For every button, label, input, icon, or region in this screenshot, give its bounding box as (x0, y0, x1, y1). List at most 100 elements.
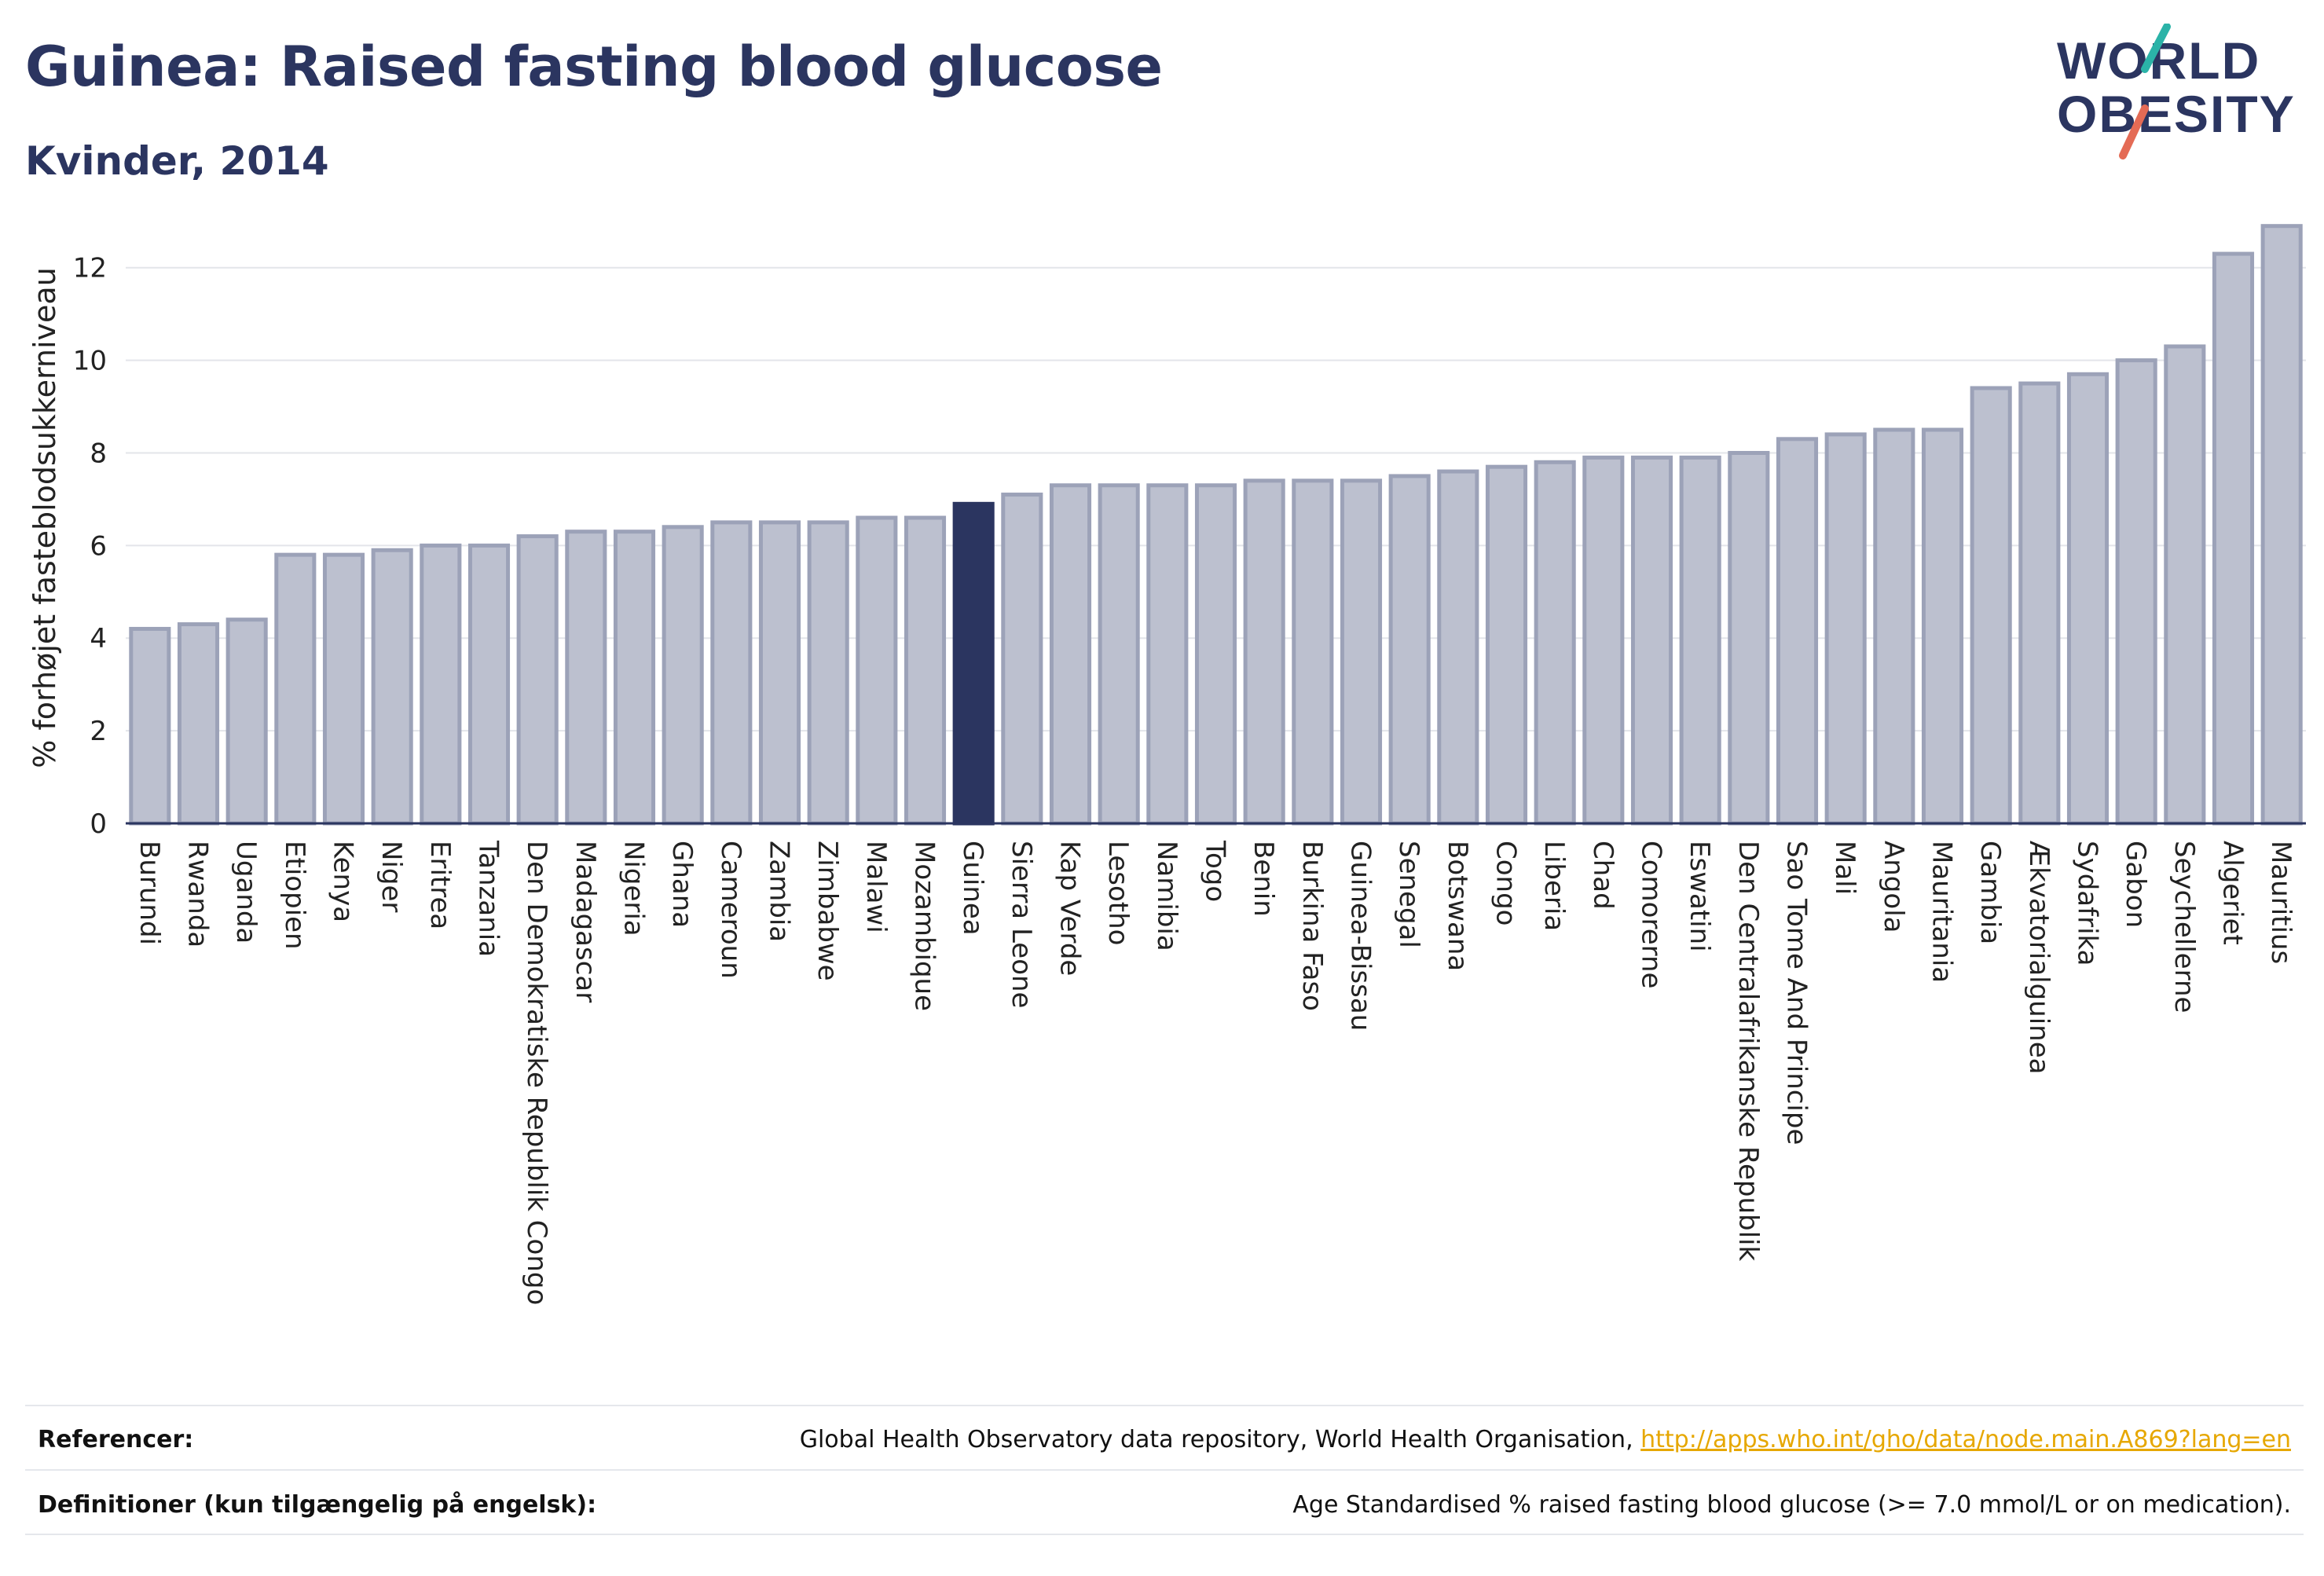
x-tick-label: Angola (1878, 841, 1909, 933)
bar (565, 530, 607, 826)
x-tick-label: Mauritius (2265, 841, 2297, 964)
bar (274, 552, 317, 826)
bar (2212, 251, 2255, 826)
x-tick-label: Mali (1829, 841, 1860, 895)
logo-slash-red (2119, 104, 2149, 159)
x-tick-label: Liberia (1538, 841, 1570, 931)
bar (807, 520, 849, 826)
footer-divider-middle (25, 1469, 2304, 1471)
references-source: Global Health Observatory data repositor… (799, 1426, 1641, 1453)
references-label: Referencer: (38, 1426, 194, 1453)
bar (710, 520, 753, 826)
x-tick-label: Gabon (2120, 841, 2151, 928)
bar (1630, 455, 1673, 826)
bar (1921, 427, 1964, 826)
y-tick-label: 2 (90, 716, 107, 747)
references-text: Global Health Observatory data repositor… (800, 1426, 2291, 1453)
bar (2066, 372, 2110, 826)
x-tick-label: Uganda (230, 841, 262, 944)
bar (1776, 437, 1819, 826)
bar (225, 618, 268, 826)
x-tick-label: Eswatini (1684, 841, 1715, 952)
bar (1728, 450, 1770, 826)
y-tick-label: 4 (90, 623, 107, 654)
bar (1049, 483, 1092, 826)
x-tick-label: Niger (376, 841, 407, 912)
y-axis-label: % forhøjet fasteblodsukkerniveau (27, 267, 62, 768)
y-tick-label: 8 (90, 438, 107, 469)
bar (2164, 344, 2206, 826)
x-tick-label: Ghana (666, 841, 698, 928)
x-tick-label: Sydafrika (2072, 841, 2103, 966)
bar-highlight (952, 501, 995, 826)
bar (420, 543, 462, 826)
x-tick-label: Guinea (957, 841, 988, 936)
bar (1970, 386, 2012, 826)
bar (1340, 478, 1383, 826)
x-tick-label: Den Centralafrikanske Republik (1732, 841, 1764, 1261)
chart-subtitle: Kvinder, 2014 (25, 138, 329, 184)
x-tick-label: Mauritania (1926, 841, 1958, 983)
bar (1437, 469, 1479, 826)
references-link[interactable]: http://apps.who.int/gho/data/node.main.A… (1640, 1426, 2291, 1453)
footer-divider-bottom (25, 1534, 2304, 1535)
x-tick-label: Rwanda (182, 841, 214, 947)
x-tick-label: Nigeria (618, 841, 650, 936)
x-tick-label: Togo (1200, 840, 1231, 902)
bar (371, 548, 413, 826)
bar (1001, 493, 1043, 826)
x-tick-label: Den Demokratiske Republik Congo (521, 841, 552, 1305)
x-tick-label: Seychellerne (2168, 841, 2200, 1013)
x-tick-label: Cameroun (715, 841, 746, 979)
bar (1388, 474, 1431, 826)
x-tick-label: Tanzania (473, 840, 504, 957)
bar (129, 626, 171, 826)
x-tick-label: Burundi (134, 841, 165, 945)
chart-title: Guinea: Raised fasting blood glucose (25, 35, 1163, 99)
bar (2018, 381, 2061, 826)
y-tick-label: 12 (73, 253, 107, 284)
definitions-text: Age Standardised % raised fasting blood … (1292, 1491, 2291, 1519)
footer-divider-top (25, 1405, 2304, 1406)
y-tick-label: 10 (73, 346, 107, 377)
x-tick-label: Ækvatorialguinea (2023, 841, 2055, 1074)
bar (613, 530, 656, 826)
bar (1485, 464, 1528, 826)
x-tick-label: Chad (1587, 841, 1618, 910)
x-tick-label: Mozambique (909, 841, 940, 1011)
logo-line2: OBESITY (2057, 85, 2296, 143)
bar (856, 515, 898, 826)
bar (1534, 460, 1576, 826)
bar (1582, 455, 1625, 826)
logo-slash-teal (2141, 24, 2171, 73)
bar (516, 534, 559, 826)
bar (1679, 455, 1721, 826)
x-tick-label: Gambia (1974, 841, 2006, 944)
y-tick-label: 0 (90, 808, 107, 840)
bar (1824, 432, 1867, 826)
bar (2260, 224, 2303, 826)
x-tick-label: Sao Tome And Principe (1781, 841, 1813, 1145)
bar (1292, 478, 1334, 826)
x-tick-label: Benin (1248, 841, 1279, 917)
x-tick-label: Senegal (1393, 841, 1424, 948)
bar (904, 515, 947, 826)
bar-chart: 0 2 4 6 8 10 12 % forhøjet fasteblodsukkernivea… (27, 224, 2306, 1305)
y-tick-label: 6 (90, 530, 107, 562)
x-tick-label: Kap Verde (1054, 841, 1086, 976)
bar (467, 543, 511, 826)
definitions-label: Definitioner (kun tilgængelig på engelsk… (38, 1491, 597, 1519)
x-tick-label: Eritrea (424, 841, 456, 929)
x-tick-label: Lesotho (1102, 841, 1134, 945)
bar (1146, 483, 1189, 826)
x-tick-label: Zimbabwe (812, 841, 843, 981)
x-tick-label: Malawi (860, 841, 892, 933)
x-tick-label: Algeriet (2217, 841, 2249, 945)
x-tick-label: Burkina Faso (1296, 841, 1328, 1011)
bar (1243, 478, 1285, 826)
bar (177, 622, 220, 826)
x-tick-label: Madagascar (570, 841, 601, 1002)
x-tick-label: Comorerne (1636, 841, 1667, 988)
x-tick-label: Sierra Leone (1006, 841, 1037, 1008)
bar (1098, 483, 1140, 826)
